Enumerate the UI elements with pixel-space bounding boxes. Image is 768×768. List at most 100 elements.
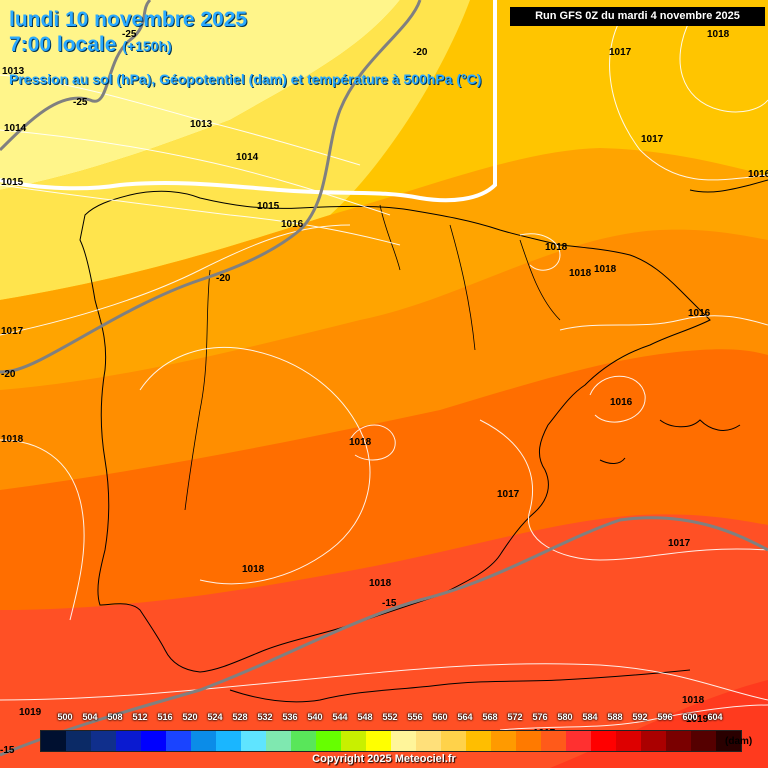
temperature-label: -20 (413, 47, 428, 58)
pressure-label: 1017 (609, 47, 632, 58)
legend-tick: 528 (232, 712, 248, 722)
legend-ticks: 500 504 508 512 516 520 524 528 532 536 540 544 548 5… (40, 712, 744, 726)
map-description: Pression au sol (hPa), Géopotentiel (dam… (9, 71, 482, 87)
legend-tick: 580 (557, 712, 573, 722)
legend-tick: 532 (257, 712, 273, 722)
legend-swatch (291, 731, 316, 751)
temperature-label: -25 (122, 29, 137, 40)
legend-tick: 556 (407, 712, 423, 722)
pressure-label: 1016 (688, 308, 711, 319)
run-info: Run GFS 0Z du mardi 4 novembre 2025 (510, 7, 765, 26)
legend-swatch (541, 731, 566, 751)
legend-swatch (141, 731, 166, 751)
border-lines (184, 204, 561, 511)
legend-swatch (491, 731, 516, 751)
legend-swatch (191, 731, 216, 751)
legend-tick: 592 (632, 712, 648, 722)
coastline (79, 190, 711, 673)
legend-tick: 508 (107, 712, 123, 722)
legend-swatch (116, 731, 141, 751)
legend-tick: 572 (507, 712, 523, 722)
forecast-local-time: 7:00 locale (9, 33, 117, 56)
pressure-label: 1016 (281, 219, 304, 230)
copyright: Copyright 2025 Meteociel.fr (312, 753, 456, 765)
legend-tick: 568 (482, 712, 498, 722)
legend-swatch (566, 731, 591, 751)
legend-tick: 588 (607, 712, 623, 722)
pressure-label: 1018 (369, 578, 392, 589)
pressure-label: 1018 (545, 242, 568, 253)
legend-swatch (341, 731, 366, 751)
pressure-label: 1013 (2, 66, 25, 77)
legend-tick: 604 (707, 712, 723, 722)
legend-tick: 576 (532, 712, 548, 722)
temperature-label: -20 (216, 273, 231, 284)
legend-swatch (41, 731, 66, 751)
legend-swatch (416, 731, 441, 751)
legend-swatch (441, 731, 466, 751)
legend-tick: 536 (282, 712, 298, 722)
legend-tick: 524 (207, 712, 223, 722)
legend-swatch (91, 731, 116, 751)
pressure-label: 1017 (497, 489, 520, 500)
colour-legend: 500 504 508 512 516 520 524 528 532 536 540 544 548 5… (40, 712, 752, 752)
pressure-label: 1016 (610, 397, 633, 408)
pressure-label: 1015 (257, 201, 280, 212)
legend-tick: 500 (57, 712, 73, 722)
forecast-offset: (+150h) (122, 38, 172, 54)
legend-swatch (716, 731, 741, 751)
legend-tick: 584 (582, 712, 598, 722)
pressure-label: 1015 (1, 177, 24, 188)
pressure-label: 1018 (242, 564, 265, 575)
legend-tick: 564 (457, 712, 473, 722)
legend-tick: 552 (382, 712, 398, 722)
isoline-582 (0, 0, 497, 203)
legend-swatch (166, 731, 191, 751)
pressure-label: 1017 (1, 326, 24, 337)
coastline-2 (229, 179, 768, 703)
temperature-label: -20 (1, 369, 16, 380)
legend-swatch (666, 731, 691, 751)
band-560 (0, 0, 470, 300)
legend-swatch (216, 731, 241, 751)
pressure-label: 1018 (1, 434, 24, 445)
temperature-label: -15 (382, 598, 397, 609)
legend-tick: 600 (682, 712, 698, 722)
temperature-label: -25 (73, 97, 88, 108)
band-580b (0, 514, 768, 768)
legend-tick: 544 (332, 712, 348, 722)
legend-tick: 596 (657, 712, 673, 722)
legend-swatch (391, 731, 416, 751)
legend-unit: (dam) (725, 736, 753, 747)
legend-swatch (66, 731, 91, 751)
band-556 (0, 0, 400, 190)
pressure-label: 1018 (682, 695, 705, 706)
legend-swatch (466, 731, 491, 751)
pressure-label: 1017 (641, 134, 664, 145)
pressure-label: 1014 (236, 152, 259, 163)
pressure-label: 1018 (569, 268, 592, 279)
legend-swatches (40, 730, 742, 752)
legend-swatch (691, 731, 716, 751)
legend-tick: 540 (307, 712, 323, 722)
legend-swatch (616, 731, 641, 751)
isobars (0, 19, 768, 731)
legend-tick: 560 (432, 712, 448, 722)
legend-swatch (641, 731, 666, 751)
pressure-label: 1013 (190, 119, 213, 130)
pressure-label: 1018 (707, 29, 730, 40)
legend-tick: 548 (357, 712, 373, 722)
pressure-label: 1018 (594, 264, 617, 275)
pressure-label: 1014 (4, 123, 27, 134)
legend-swatch (266, 731, 291, 751)
legend-swatch (366, 731, 391, 751)
legend-swatch (241, 731, 266, 751)
legend-swatch (591, 731, 616, 751)
legend-tick: 504 (82, 712, 98, 722)
forecast-time: 7:00 locale (+150h) (9, 33, 172, 57)
pressure-label: 1018 (349, 437, 372, 448)
legend-swatch (516, 731, 541, 751)
